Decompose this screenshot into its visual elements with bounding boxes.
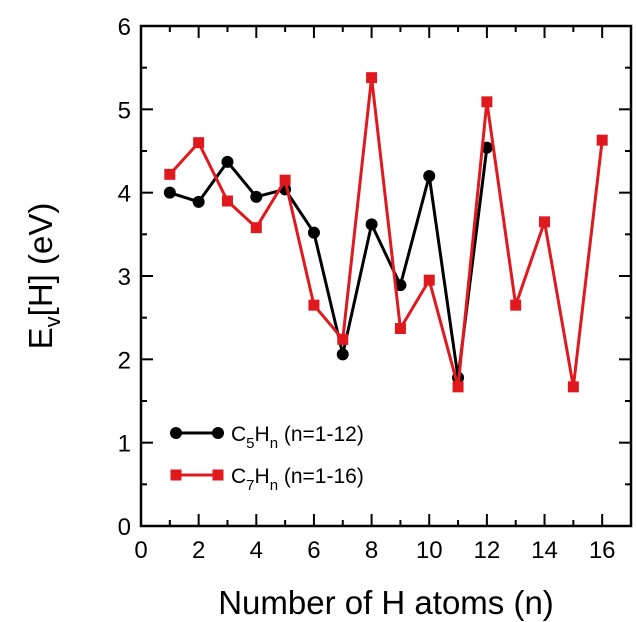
- y-tick-label: 3: [118, 264, 131, 291]
- legend-item: C5Hn (n=1-12): [170, 423, 364, 452]
- x-tick-label: 14: [531, 537, 558, 564]
- series-line: [169, 147, 489, 380]
- legend-marker: [212, 469, 224, 481]
- data-point: [481, 96, 493, 108]
- x-tick-label: 6: [307, 537, 320, 564]
- data-point: [596, 134, 608, 146]
- legend-label-part: n: [270, 435, 278, 452]
- y-tick-label: 2: [118, 347, 131, 374]
- legend: C5Hn (n=1-12)C7Hn (n=1-16): [170, 423, 364, 494]
- legend-label: C5Hn (n=1-12): [231, 423, 364, 452]
- x-tick-label: 12: [474, 537, 501, 564]
- y-tick-label: 6: [118, 14, 131, 41]
- y-axis-label-main: E: [22, 327, 59, 349]
- data-point: [423, 274, 435, 286]
- legend-label-part: H: [255, 423, 270, 446]
- axis-ticks: [140, 25, 631, 527]
- series-1: [163, 141, 493, 384]
- series-layer: [163, 72, 608, 393]
- data-point: [221, 155, 234, 168]
- data-point: [192, 195, 205, 208]
- x-tick-label: 10: [416, 537, 443, 564]
- data-point: [308, 299, 320, 311]
- data-point: [221, 195, 233, 207]
- legend-label-part: C: [231, 423, 246, 446]
- data-point: [336, 348, 349, 361]
- y-axis-label: Ev[H] (eV): [22, 203, 65, 350]
- data-point: [193, 137, 205, 149]
- x-tick-label: 16: [589, 537, 616, 564]
- data-point: [423, 170, 436, 182]
- data-point: [163, 186, 176, 199]
- data-point: [394, 279, 407, 292]
- legend-marker: [170, 427, 182, 439]
- legend-label-part: 5: [246, 435, 254, 452]
- series-line: [168, 76, 604, 389]
- y-axis-label-rest: [H] (eV): [22, 203, 59, 317]
- legend-label-part: (n=1-16): [278, 465, 364, 488]
- data-point: [250, 190, 263, 203]
- x-tick-label: 0: [134, 537, 147, 564]
- legend-label-part: (n=1-12): [278, 423, 364, 446]
- data-point: [250, 222, 262, 234]
- data-point: [366, 72, 378, 84]
- plot-frame: [139, 24, 633, 528]
- y-axis-label-sub: v: [40, 316, 65, 327]
- series-2: [164, 72, 608, 393]
- data-point: [510, 299, 522, 311]
- y-tick-label: 5: [118, 97, 131, 124]
- x-tick-label: 2: [192, 537, 205, 564]
- data-point: [164, 168, 176, 180]
- x-tick-label: 4: [250, 537, 263, 564]
- data-point: [365, 218, 378, 231]
- data-point: [279, 174, 291, 186]
- y-tick-label: 0: [118, 514, 131, 541]
- legend-label-part: H: [255, 465, 270, 488]
- data-point: [452, 381, 464, 393]
- x-tick-label: 8: [365, 537, 378, 564]
- x-axis-label: Number of H atoms (n): [218, 584, 554, 621]
- y-tick-label: 1: [118, 431, 131, 458]
- data-point: [337, 333, 349, 345]
- legend-label-part: C: [231, 465, 246, 488]
- data-point: [394, 323, 406, 334]
- data-point: [539, 216, 551, 228]
- legend-marker: [170, 469, 182, 481]
- legend-label-part: n: [270, 477, 278, 494]
- legend-item: C7Hn (n=1-16): [170, 465, 364, 494]
- y-tick-label: 4: [118, 181, 131, 208]
- legend-label: C7Hn (n=1-16): [231, 465, 364, 494]
- data-point: [567, 381, 579, 393]
- legend-marker: [212, 427, 224, 439]
- legend-label-part: 7: [246, 477, 254, 494]
- data-point: [307, 226, 320, 239]
